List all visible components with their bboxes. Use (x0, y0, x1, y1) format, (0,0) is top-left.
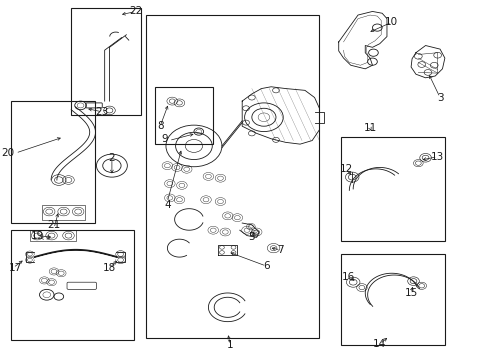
Text: 7: 7 (277, 245, 284, 255)
Text: 6: 6 (263, 261, 269, 271)
Text: 3: 3 (436, 93, 443, 103)
Bar (11, 101, 95, 223)
Bar (145, 15, 319, 338)
Text: 19: 19 (30, 231, 43, 240)
Text: 5: 5 (248, 232, 255, 242)
Bar (11, 230, 133, 339)
Text: 8: 8 (157, 121, 163, 131)
Text: 15: 15 (404, 288, 417, 298)
Text: 17: 17 (9, 263, 22, 273)
Text: 14: 14 (372, 339, 386, 349)
Text: 11: 11 (363, 123, 376, 133)
Text: 9: 9 (162, 134, 168, 144)
Bar (71, 8, 141, 116)
Text: 18: 18 (102, 263, 116, 273)
Text: 4: 4 (164, 200, 170, 210)
Text: 23: 23 (96, 107, 109, 117)
Text: 20: 20 (1, 148, 14, 158)
Text: 13: 13 (430, 152, 444, 162)
Text: 16: 16 (341, 272, 354, 282)
Bar (42, 205, 85, 220)
Text: 1: 1 (226, 340, 233, 350)
Bar (341, 253, 444, 345)
Text: 22: 22 (129, 6, 142, 17)
Text: 12: 12 (339, 164, 352, 174)
Text: 21: 21 (47, 220, 61, 230)
Text: 10: 10 (385, 17, 398, 27)
Bar (155, 87, 213, 144)
Bar (30, 230, 76, 241)
Text: 2: 2 (108, 153, 115, 163)
Bar (341, 137, 444, 241)
